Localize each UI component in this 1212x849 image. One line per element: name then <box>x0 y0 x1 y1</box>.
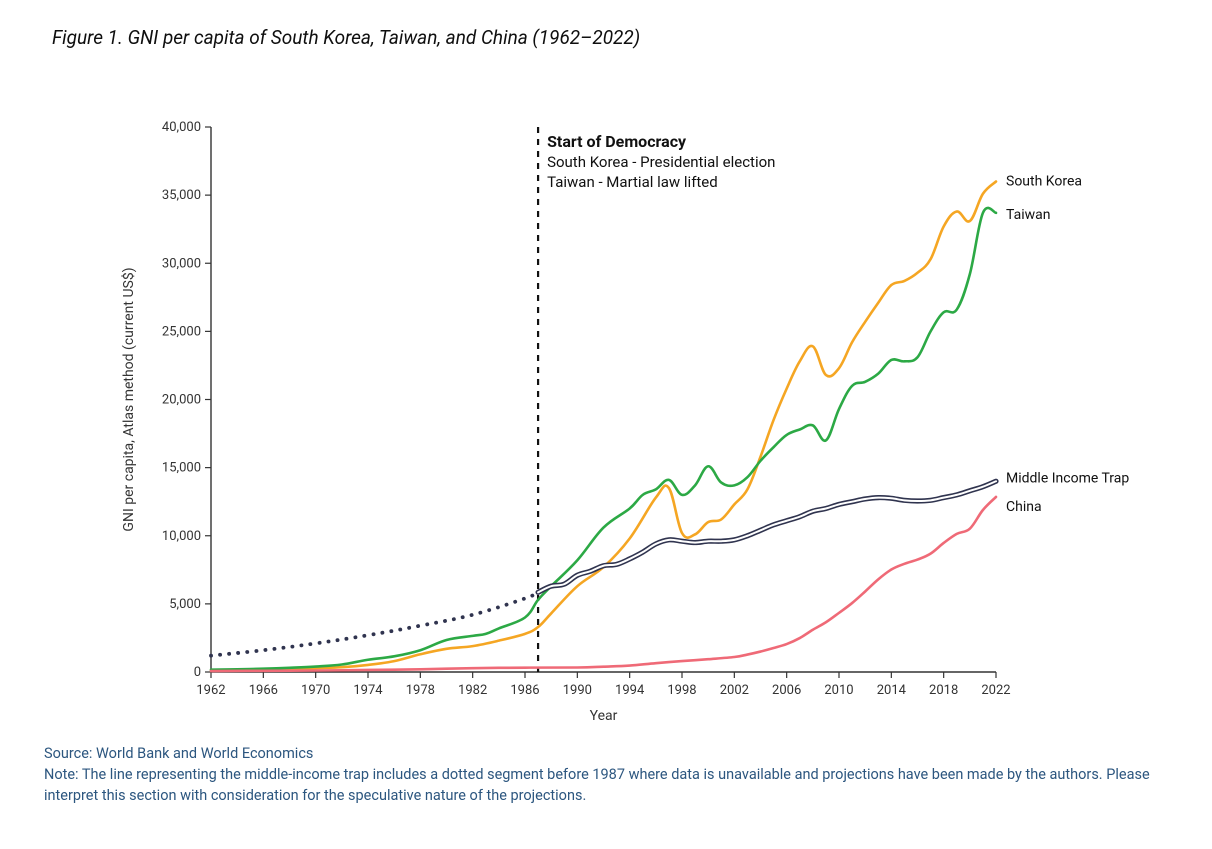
series-middle-income-trap-projected <box>211 592 538 655</box>
y-tick-label: 20,000 <box>162 393 201 408</box>
series-label-middle-income-trap: Middle Income Trap <box>1006 470 1129 486</box>
series-label-china: China <box>1006 499 1042 515</box>
x-tick-label: 2006 <box>772 683 801 698</box>
y-tick-label: 10,000 <box>162 529 201 544</box>
y-tick-label: 30,000 <box>162 256 201 271</box>
x-tick-label: 2022 <box>981 683 1010 698</box>
figure-footer: Source: World Bank and World Economics N… <box>44 743 1172 806</box>
y-tick-label: 5,000 <box>169 597 201 612</box>
x-tick-label: 1974 <box>353 683 383 698</box>
x-tick-label: 1962 <box>196 683 225 698</box>
x-tick-label: 1970 <box>301 683 330 698</box>
series-middle-income-trap <box>538 481 996 592</box>
x-tick-label: 1986 <box>510 683 539 698</box>
y-axis-title: GNI per capita, Atlas method (current US… <box>120 267 137 531</box>
y-tick-label: 35,000 <box>162 188 201 203</box>
series-taiwan <box>211 208 996 670</box>
annotation-line: South Korea - Presidential election <box>547 153 775 171</box>
annotation-title: Start of Democracy <box>547 132 687 151</box>
series-south-korea <box>211 182 996 671</box>
figure-page: Figure 1. GNI per capita of South Korea,… <box>0 0 1212 849</box>
y-tick-label: 15,000 <box>162 461 201 476</box>
x-tick-label: 2010 <box>824 683 853 698</box>
y-tick-label: 40,000 <box>162 120 201 135</box>
y-tick-label: 25,000 <box>162 324 201 339</box>
x-tick-label: 1998 <box>667 683 696 698</box>
figure-title: Figure 1. GNI per capita of South Korea,… <box>52 26 1172 49</box>
chart-container: 0 5,000 10,000 15,000 20,000 25,000 30,000 35,0… <box>76 97 1136 737</box>
footer-note: Note: The line representing the middle-i… <box>44 764 1172 806</box>
x-tick-label: 1978 <box>406 683 435 698</box>
series-label-south-korea: South Korea <box>1006 174 1082 190</box>
gni-line-chart: 0 5,000 10,000 15,000 20,000 25,000 30,000 35,0… <box>76 97 1136 737</box>
x-tick-label: 2014 <box>877 683 907 698</box>
series-china <box>211 497 996 671</box>
y-tick-label: 0 <box>194 665 201 680</box>
footer-source: Source: World Bank and World Economics <box>44 743 1172 764</box>
annotation-line: Taiwan - Martial law lifted <box>547 173 718 191</box>
x-tick-label: 1990 <box>563 683 592 698</box>
x-tick-label: 2018 <box>929 683 958 698</box>
x-axis-title: Year <box>590 708 618 724</box>
x-tick-label: 1994 <box>615 683 645 698</box>
series-label-taiwan: Taiwan <box>1006 207 1050 223</box>
x-tick-label: 2002 <box>720 683 749 698</box>
x-tick-label: 1982 <box>458 683 487 698</box>
x-tick-label: 1966 <box>249 683 278 698</box>
